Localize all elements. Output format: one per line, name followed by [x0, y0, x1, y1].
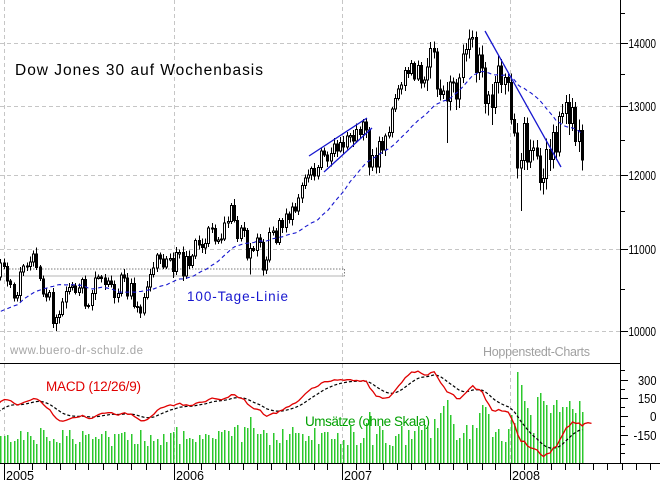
svg-text:12000: 12000 [629, 168, 657, 183]
svg-text:www.buero-dr-schulz.de: www.buero-dr-schulz.de [9, 345, 143, 357]
svg-text:14000: 14000 [629, 36, 657, 51]
svg-text:11000: 11000 [629, 242, 657, 257]
svg-text:2007: 2007 [344, 468, 372, 483]
svg-text:2008: 2008 [512, 468, 540, 483]
svg-text:300: 300 [638, 373, 657, 388]
svg-text:100-Tage-Linie: 100-Tage-Linie [187, 289, 288, 304]
svg-text:Dow Jones 30 auf Wochenbasis: Dow Jones 30 auf Wochenbasis [15, 62, 263, 79]
svg-text:Hoppenstedt-Charts: Hoppenstedt-Charts [483, 345, 590, 359]
svg-text:2006: 2006 [176, 468, 204, 483]
svg-text:10000: 10000 [629, 324, 657, 339]
svg-text:150: 150 [638, 391, 657, 406]
svg-text:Umsätze (ohne Skala): Umsätze (ohne Skala) [305, 414, 430, 429]
svg-text:-150: -150 [634, 428, 657, 443]
svg-text:13000: 13000 [629, 99, 657, 114]
svg-text:2005: 2005 [6, 468, 34, 483]
svg-text:MACD (12/26/9): MACD (12/26/9) [46, 379, 141, 394]
svg-text:0: 0 [650, 409, 657, 424]
